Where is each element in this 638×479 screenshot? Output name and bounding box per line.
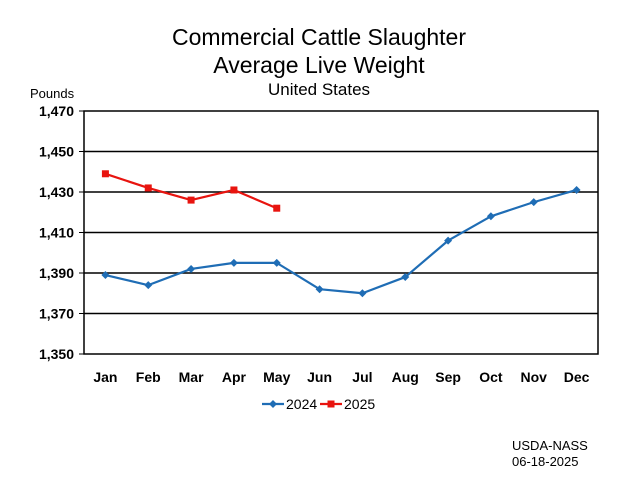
data-point-2025 <box>187 196 195 204</box>
data-point-2024 <box>444 236 453 245</box>
y-tick-label: 1,390 <box>39 265 74 281</box>
x-tick-label: Sep <box>435 369 461 385</box>
source-agency: USDA-NASS <box>512 438 588 453</box>
source-date: 06-18-2025 <box>512 454 579 469</box>
x-tick-label: Jan <box>93 369 117 385</box>
y-tick-label: 1,410 <box>39 225 74 241</box>
legend-label-2024: 2024 <box>286 396 317 412</box>
data-point-2024 <box>401 273 410 282</box>
legend-item-2024: 2024 <box>262 396 317 412</box>
x-tick-label: Jun <box>307 369 332 385</box>
data-point-2024 <box>187 264 196 273</box>
data-point-2024 <box>358 289 367 298</box>
series-2024 <box>101 185 581 298</box>
source-note: USDA-NASS 06-18-2025 <box>512 438 588 470</box>
data-point-2025 <box>144 184 152 192</box>
series-2025 <box>101 170 281 212</box>
y-tick-label: 1,350 <box>39 346 74 362</box>
y-axis-ticks: 1,350 1,370 1,390 1,410 1,430 1,450 1,470 <box>39 103 84 362</box>
series-line-2024 <box>105 188 577 295</box>
gridlines <box>84 150 598 315</box>
x-tick-label: Mar <box>179 369 204 385</box>
legend-label-2025: 2025 <box>344 396 375 412</box>
legend-marker-2025 <box>327 400 335 408</box>
data-point-2025 <box>230 186 238 194</box>
y-axis-label: Pounds <box>30 86 75 101</box>
legend-marker-2024 <box>269 400 277 408</box>
data-point-2025 <box>273 204 281 212</box>
data-point-2024 <box>272 258 281 267</box>
x-tick-label: May <box>263 369 290 385</box>
chart-title-line2: Average Live Weight <box>213 52 425 78</box>
y-tick-label: 1,430 <box>39 184 74 200</box>
x-tick-label: Aug <box>392 369 419 385</box>
legend: 2024 2025 <box>262 396 375 412</box>
series-group <box>101 170 581 298</box>
x-tick-label: Feb <box>136 369 161 385</box>
chart-title: Commercial Cattle Slaughter <box>171 24 466 50</box>
data-point-2024 <box>572 185 581 194</box>
data-point-2024 <box>486 212 495 221</box>
x-tick-label: Apr <box>222 369 247 385</box>
y-tick-label: 1,370 <box>39 306 74 322</box>
chart-subtitle: United States <box>267 80 371 99</box>
data-point-2024 <box>101 271 110 280</box>
data-point-2024 <box>229 258 238 267</box>
x-tick-label: Jul <box>352 369 372 385</box>
x-tick-label: Oct <box>479 369 503 385</box>
x-tick-label: Dec <box>564 369 590 385</box>
data-point-2024 <box>144 281 153 290</box>
data-point-2024 <box>529 198 538 207</box>
x-tick-label: Nov <box>521 369 548 385</box>
legend-item-2025: 2025 <box>320 396 375 412</box>
data-point-2025 <box>101 170 109 178</box>
data-point-2024 <box>315 285 324 294</box>
x-axis-ticks: Jan Feb Mar Apr May Jun Jul Aug Sep Oct Nov Dec <box>93 369 589 385</box>
y-tick-label: 1,450 <box>39 144 74 160</box>
y-tick-label: 1,470 <box>39 103 74 119</box>
